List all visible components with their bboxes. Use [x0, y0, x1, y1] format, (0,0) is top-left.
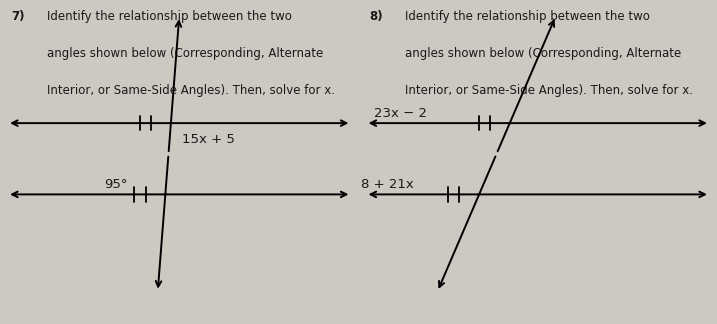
Text: 8 + 21x: 8 + 21x — [361, 178, 414, 191]
Text: Interior, or Same-Side Angles). Then, solve for x.: Interior, or Same-Side Angles). Then, so… — [47, 84, 335, 97]
Text: 23x − 2: 23x − 2 — [374, 107, 427, 120]
Text: 7): 7) — [11, 10, 24, 23]
Text: angles shown below (Corresponding, Alternate: angles shown below (Corresponding, Alter… — [405, 47, 681, 60]
Text: Identify the relationship between the two: Identify the relationship between the tw… — [405, 10, 650, 23]
Text: angles shown below (Corresponding, Alternate: angles shown below (Corresponding, Alter… — [47, 47, 323, 60]
Text: 15x + 5: 15x + 5 — [181, 133, 234, 146]
Text: Identify the relationship between the two: Identify the relationship between the tw… — [47, 10, 292, 23]
Text: 95°: 95° — [105, 178, 128, 191]
Text: 8): 8) — [369, 10, 383, 23]
Text: Interior, or Same-Side Angles). Then, solve for x.: Interior, or Same-Side Angles). Then, so… — [405, 84, 693, 97]
